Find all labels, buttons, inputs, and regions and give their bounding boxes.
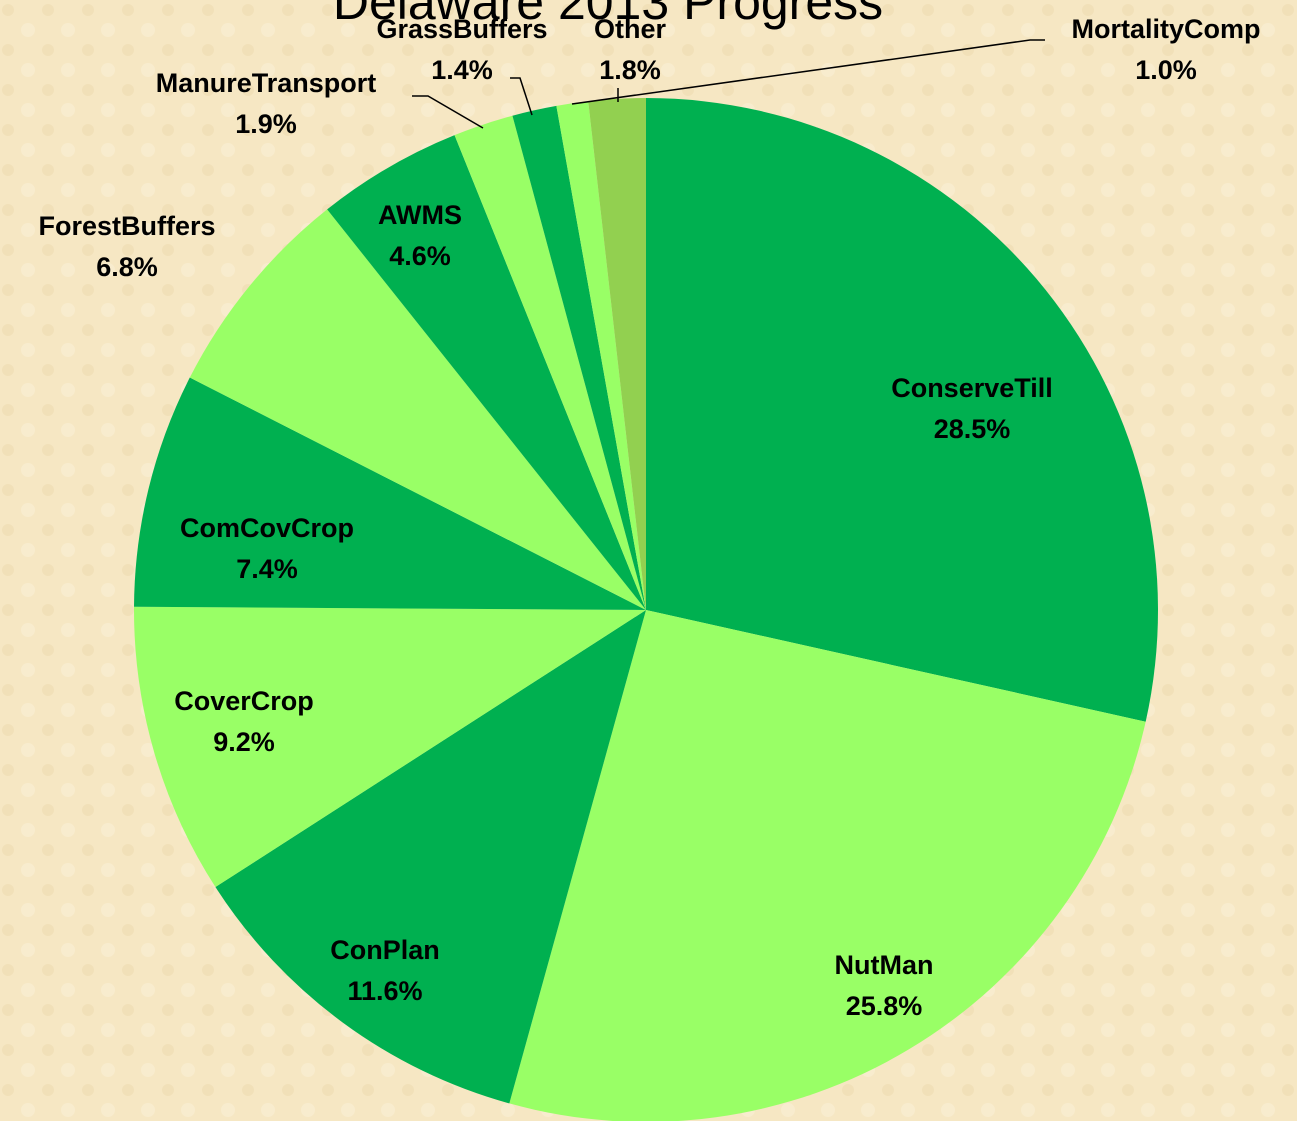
slice-label: ComCovCrop (180, 513, 354, 543)
pie-slice (134, 377, 646, 610)
slice-value-label: 1.0% (1135, 55, 1197, 85)
slice-value-label: 1.9% (235, 109, 297, 139)
slice-label: GrassBuffers (376, 14, 547, 44)
slice-value-label: 7.4% (236, 554, 298, 584)
pie-slice (327, 135, 646, 611)
pie-slice (509, 610, 1146, 1121)
slice-label: AWMS (378, 200, 462, 230)
slice-label: ConPlan (330, 935, 440, 965)
slice-value-label: 11.6% (347, 976, 422, 1006)
pie-slice (215, 610, 646, 1104)
pie (134, 98, 1158, 1121)
slice-label: NutMan (835, 950, 934, 980)
pie-slice (189, 209, 646, 611)
pie-slice (588, 98, 646, 610)
slice-label: ForestBuffers (38, 211, 215, 241)
leader-line (571, 39, 1045, 105)
leader-lines (412, 39, 1045, 129)
slice-label: MortalityComp (1072, 14, 1261, 44)
slice-value-label: 28.5% (934, 414, 1011, 444)
slice-value-label: 25.8% (846, 991, 923, 1021)
slice-label: Other (594, 14, 667, 44)
slice-label: CoverCrop (174, 686, 314, 716)
pie-slice (512, 105, 646, 610)
chart-title: Delaware 2013 Progress (333, 0, 883, 30)
pie-slice (646, 98, 1158, 722)
slice-label: ManureTransport (156, 68, 377, 98)
slice-value-label: 9.2% (213, 727, 275, 757)
pie-slice (134, 606, 646, 888)
slice-value-label: 1.8% (599, 55, 661, 85)
pie-slice (556, 101, 646, 611)
leader-line (412, 95, 484, 129)
slice-value-label: 4.6% (389, 241, 451, 271)
slice-value-label: 1.4% (431, 55, 493, 85)
pie-slice (454, 115, 646, 610)
leader-line (510, 77, 533, 116)
slice-label: ConserveTill (891, 373, 1053, 403)
slice-value-label: 6.8% (96, 252, 158, 282)
